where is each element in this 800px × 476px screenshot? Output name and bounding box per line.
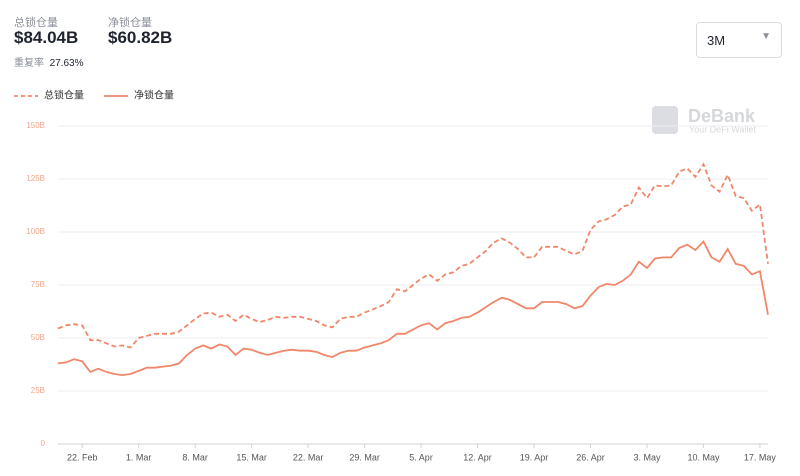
legend-label: 总锁仓量 bbox=[44, 89, 84, 102]
x-tick-label: 26. Apr bbox=[576, 452, 605, 462]
x-tick-label: 17. May bbox=[744, 452, 777, 462]
line bbox=[57, 239, 769, 377]
y-tick-label: 75B bbox=[31, 280, 45, 289]
x-tick-label: 19. Apr bbox=[520, 452, 549, 462]
net-value: $60.82B bbox=[108, 28, 173, 47]
dropdown-arrow: ▼ bbox=[761, 31, 771, 42]
range-dropdown[interactable]: 3M ▼ bbox=[696, 22, 782, 58]
legend-label: 净锁仓量 bbox=[134, 89, 174, 102]
x-tick-label: 5. Apr bbox=[409, 452, 433, 462]
y-tick-label: 125B bbox=[26, 174, 45, 183]
watermark: DeBank Your DeFi Wallet bbox=[652, 106, 756, 134]
y-tick-label: 150B bbox=[26, 121, 45, 130]
x-tick-label: 22. Feb bbox=[67, 452, 98, 462]
ratio-value: 27.63% bbox=[49, 58, 84, 69]
x-tick-label: 1. Mar bbox=[126, 452, 152, 462]
y-tick-label: 0 bbox=[41, 439, 46, 448]
ratio: 重复率 27.63% bbox=[14, 54, 83, 69]
y-tick-label: 25B bbox=[31, 386, 45, 395]
y-tick-label: 100B bbox=[26, 227, 45, 236]
y-tick-label: 50B bbox=[31, 333, 45, 342]
total-label: 总锁仓量 bbox=[14, 17, 58, 29]
x-tick-label: 22. Mar bbox=[293, 452, 324, 462]
line bbox=[57, 162, 769, 349]
range-value: 3M bbox=[707, 33, 726, 48]
x-tick-label: 3. May bbox=[633, 452, 661, 462]
x-tick-label: 10. May bbox=[687, 452, 720, 462]
x-tick-label: 15. Mar bbox=[236, 452, 267, 462]
tagline: Your DeFi Wallet bbox=[689, 124, 756, 134]
brand: DeBank bbox=[688, 106, 756, 126]
ratio-label: 重复率 bbox=[14, 58, 44, 69]
total-value: $84.04B bbox=[14, 28, 79, 47]
x-tick-label: 29. Mar bbox=[349, 452, 380, 462]
net-label: 净锁仓量 bbox=[108, 17, 152, 29]
x-tick-label: 12. Apr bbox=[463, 452, 492, 462]
logo bbox=[652, 106, 678, 134]
x-tick-label: 8. Mar bbox=[182, 452, 208, 462]
